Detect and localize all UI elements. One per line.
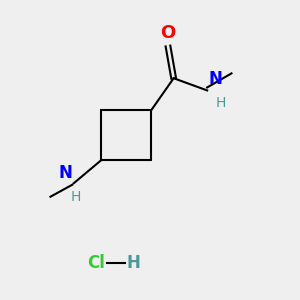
Text: N: N xyxy=(209,70,223,88)
Text: O: O xyxy=(160,24,176,42)
Text: N: N xyxy=(58,164,72,182)
Text: H: H xyxy=(71,190,81,204)
Text: H: H xyxy=(215,96,226,110)
Text: H: H xyxy=(126,254,140,272)
Text: Cl: Cl xyxy=(88,254,105,272)
